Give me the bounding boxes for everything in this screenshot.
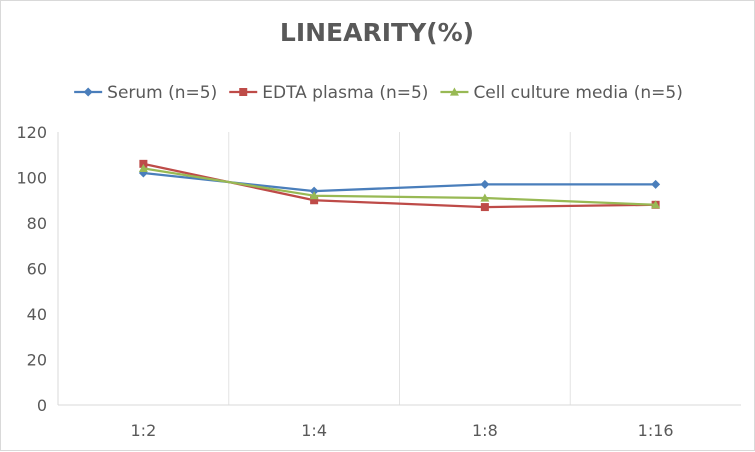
legend: Serum (n=5) EDTA plasma (n=5) Cell culture… bbox=[74, 83, 683, 103]
legend-marker bbox=[239, 88, 248, 96]
y-tick-label: 80 bbox=[27, 214, 47, 233]
data-point bbox=[139, 159, 148, 168]
legend-label: Cell culture media (n=5) bbox=[473, 83, 682, 103]
legend-item-1: EDTA plasma (n=5) bbox=[229, 83, 428, 103]
data-point bbox=[651, 200, 661, 209]
data-point bbox=[309, 191, 319, 200]
legend-marker bbox=[449, 87, 459, 96]
legend-item-2: Cell culture media (n=5) bbox=[440, 83, 683, 103]
y-tick-label: 40 bbox=[27, 305, 47, 324]
data-point bbox=[651, 179, 661, 189]
chart-title: LINEARITY(%) bbox=[280, 18, 474, 47]
data-point bbox=[480, 179, 490, 189]
data-point bbox=[480, 203, 489, 212]
x-tick-label: 1:4 bbox=[301, 421, 327, 440]
legend-marker bbox=[83, 87, 93, 97]
y-tick-label: 20 bbox=[27, 351, 47, 370]
y-tick-label: 60 bbox=[27, 260, 47, 279]
series-line-2 bbox=[143, 167, 656, 206]
series-2 bbox=[138, 163, 661, 209]
data-point bbox=[310, 196, 319, 205]
legend-item-0: Serum (n=5) bbox=[74, 83, 217, 103]
legend-label: EDTA plasma (n=5) bbox=[262, 83, 428, 103]
data-point bbox=[309, 186, 319, 196]
grid-lines bbox=[228, 132, 571, 405]
x-tick-label: 1:2 bbox=[131, 421, 157, 440]
x-tick-label: 1:8 bbox=[472, 421, 498, 440]
legend-label: Serum (n=5) bbox=[107, 83, 217, 103]
x-tick-label: 1:16 bbox=[638, 421, 674, 440]
data-point bbox=[480, 193, 490, 202]
y-tick-label: 100 bbox=[16, 169, 47, 188]
y-tick-label: 0 bbox=[37, 396, 47, 415]
data-point bbox=[138, 163, 148, 172]
series-layer bbox=[138, 159, 661, 212]
axes: 0 20 40 60 80 100 120 1:2 1:4 1:8 1:16 bbox=[16, 123, 741, 440]
y-tick-label: 120 bbox=[16, 123, 47, 142]
